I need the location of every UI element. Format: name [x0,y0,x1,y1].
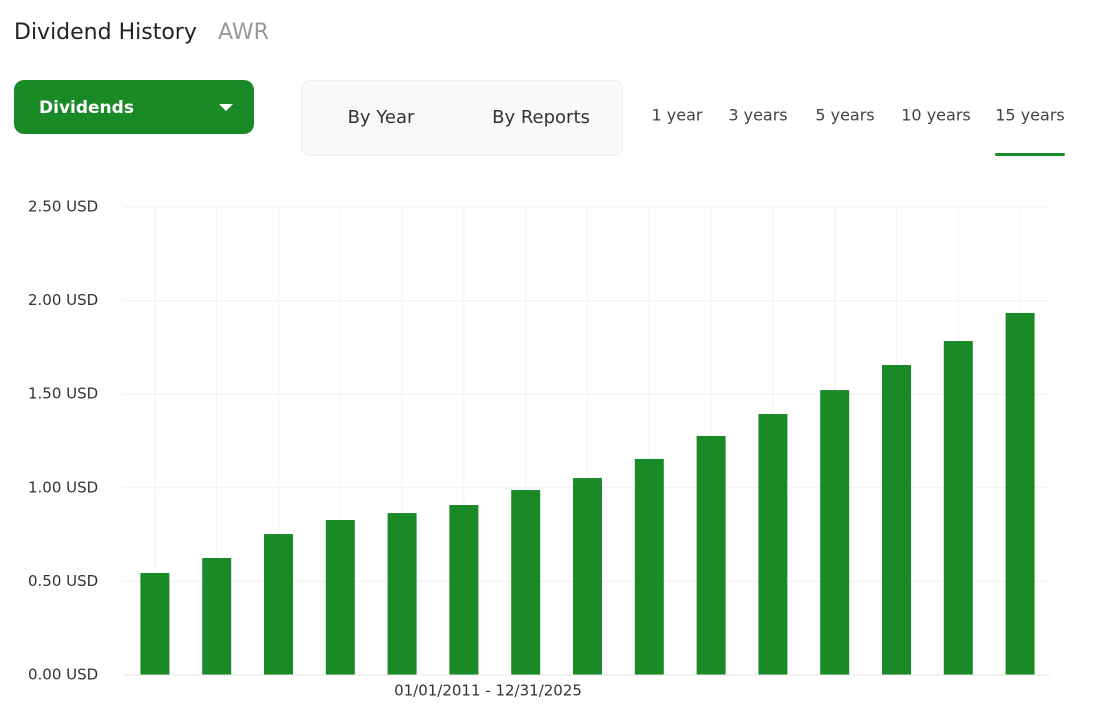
bar [264,534,293,675]
bar [140,572,170,675]
bar [325,519,355,675]
view-tab[interactable]: By Year [348,107,415,128]
bar [1005,312,1035,675]
y-tick-label: 2.00 USD [28,291,98,309]
ticker: AWR [218,20,269,45]
y-tick-label: 2.50 USD [28,198,98,216]
bar [449,505,479,675]
view-switch [301,80,623,156]
page-title: Dividend History [14,20,197,45]
bar [634,458,664,675]
dropdown[interactable]: Dividends [14,80,254,134]
dropdown-arrow [219,104,233,111]
dropdown-bg [14,80,254,134]
bar [882,364,911,675]
bar [387,513,417,675]
bar [696,435,726,675]
bar [511,490,541,675]
bar [573,478,602,675]
y-tick-label: 1.00 USD [28,478,98,496]
y-tick-label: 0.50 USD [28,572,98,590]
period-tab[interactable]: 10 years [901,106,970,125]
y-tick-label: 0.00 USD [28,666,98,684]
bar [820,390,850,675]
bar [758,414,788,675]
dropdown-label: Dividends [39,98,134,118]
period-tab[interactable]: 3 years [728,106,787,125]
period-tab[interactable]: 15 years [995,106,1064,125]
period-tab[interactable]: 5 years [815,106,874,125]
bar [202,558,232,675]
y-tick-label: 1.50 USD [28,385,98,403]
active-underline [995,153,1065,156]
x-axis-label: 01/01/2011 - 12/31/2025 [394,682,582,700]
bar [943,341,973,675]
view-tab[interactable]: By Reports [492,107,590,128]
period-tab[interactable]: 1 year [652,106,703,125]
